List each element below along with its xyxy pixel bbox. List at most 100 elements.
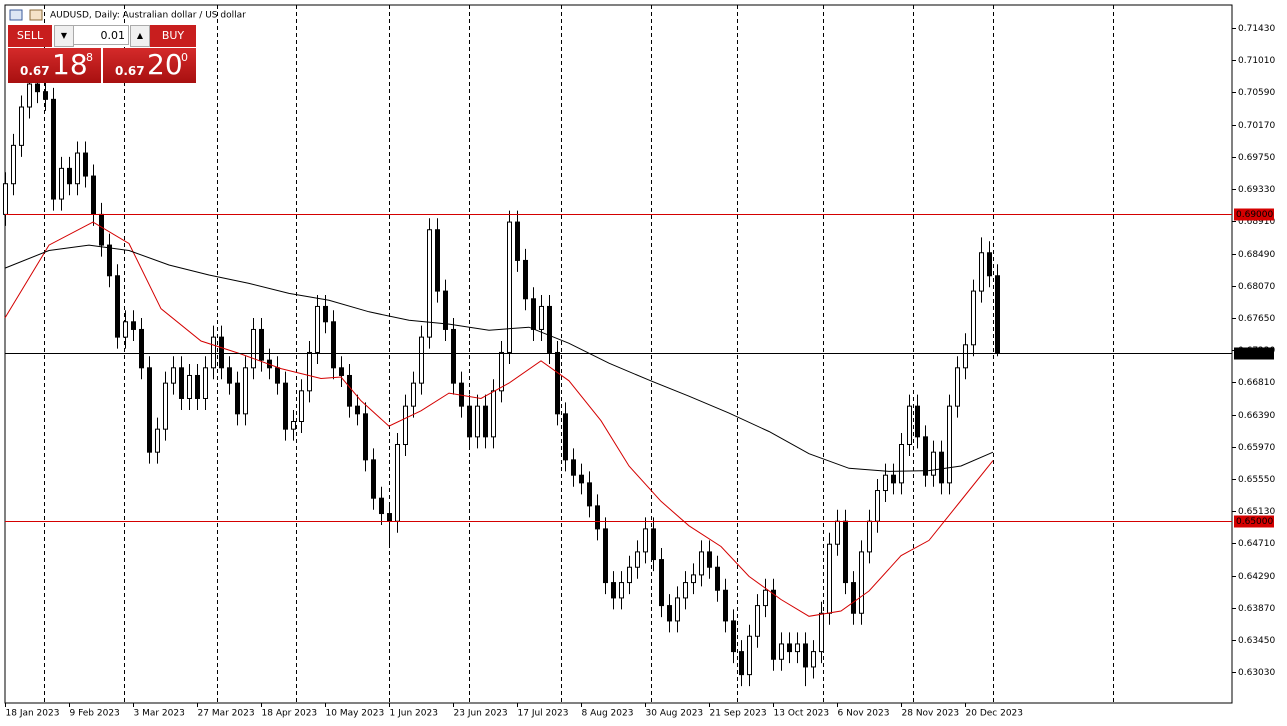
candle-body	[275, 367, 280, 384]
moving-average	[4, 244, 994, 472]
x-tick-label: 27 Mar 2023	[198, 709, 255, 719]
candle-body	[611, 582, 616, 599]
x-tick-label: 17 Jul 2023	[518, 709, 569, 719]
bid-pips: 18	[52, 48, 88, 81]
candle-body	[59, 167, 64, 200]
candle-body	[219, 336, 224, 369]
candle-body	[971, 290, 976, 346]
bid-box[interactable]: 0.67 18 8	[8, 48, 101, 83]
candle-body	[755, 605, 760, 637]
candle-body	[3, 183, 8, 215]
candle-body	[819, 612, 824, 653]
candle-body	[523, 259, 528, 300]
candle-body	[715, 566, 720, 591]
candle-body	[547, 305, 552, 353]
y-tick-label: 0.68070	[1238, 282, 1275, 292]
candle-body	[451, 328, 456, 384]
y-tick-label: 0.70590	[1238, 88, 1275, 98]
candle-body	[75, 152, 80, 185]
price-box	[1234, 347, 1274, 360]
y-tick-label: 0.63870	[1238, 604, 1275, 614]
candle-body	[259, 328, 264, 361]
lot-input[interactable]: 0.01	[73, 25, 129, 45]
x-tick-label: 18 Apr 2023	[262, 709, 318, 719]
x-tick-label: 28 Nov 2023	[902, 709, 960, 719]
x-tick-label: 3 Mar 2023	[134, 709, 185, 719]
candle-body	[419, 336, 424, 384]
moving-average	[4, 221, 994, 617]
candle-body	[995, 275, 1000, 354]
candle-body	[91, 175, 96, 215]
candle-body	[339, 367, 344, 376]
candle-body	[235, 382, 240, 415]
y-tick-label: 0.68490	[1238, 250, 1275, 260]
ask-pips: 20	[147, 48, 183, 81]
y-tick-label: 0.67650	[1238, 314, 1275, 324]
y-tick-label: 0.66810	[1238, 378, 1275, 388]
candle-body	[747, 635, 752, 676]
candle-body	[875, 490, 880, 522]
candle-body	[723, 589, 728, 622]
candle-body	[283, 382, 288, 430]
x-tick-label: 13 Oct 2023	[774, 709, 830, 719]
candle-body	[467, 405, 472, 438]
ask-box[interactable]: 0.67 20 0	[103, 48, 196, 83]
bid-point: 8	[86, 51, 93, 64]
candle-body	[11, 144, 16, 185]
candle-body	[243, 367, 248, 415]
candle-body	[795, 643, 800, 653]
candle-body	[595, 505, 600, 530]
candle-body	[891, 474, 896, 484]
candle-body	[843, 520, 848, 584]
candle-body	[43, 91, 48, 100]
candle-body	[619, 582, 624, 599]
candle-body	[435, 229, 440, 292]
candle-body	[803, 643, 808, 668]
x-tick-label: 20 Dec 2023	[966, 709, 1024, 719]
y-tick-label: 0.64710	[1238, 539, 1275, 549]
lot-up[interactable]: ▲	[130, 25, 150, 47]
y-tick-label: 0.68910	[1238, 217, 1275, 227]
candle-body	[475, 405, 480, 438]
price-box	[1234, 515, 1274, 528]
candle-body	[731, 620, 736, 653]
candle-body	[515, 221, 520, 261]
candle-body	[571, 459, 576, 476]
y-tick-label: 0.66390	[1238, 411, 1275, 421]
candle-body	[307, 351, 312, 392]
candle-body	[179, 367, 184, 399]
y-tick-label: 0.69750	[1238, 153, 1275, 163]
price-box-label: 0.67188	[1236, 349, 1273, 359]
candle-body	[251, 328, 256, 369]
candle-body	[691, 574, 696, 584]
candle-body	[315, 305, 320, 353]
candle-body	[491, 390, 496, 438]
candle-body	[659, 559, 664, 607]
candle-body	[187, 374, 192, 399]
candle-body	[107, 244, 112, 277]
candle-body	[227, 367, 232, 384]
sell-button[interactable]: SELL	[8, 25, 52, 47]
candle-body	[507, 221, 512, 353]
lot-down[interactable]: ▼	[54, 25, 74, 47]
candle-body	[211, 336, 216, 369]
candle-body	[123, 321, 128, 338]
bid-big: 0.67	[20, 64, 50, 78]
candle-body	[379, 497, 384, 515]
candle-body	[27, 83, 32, 108]
x-tick-label: 6 Nov 2023	[838, 709, 890, 719]
candle-body	[947, 405, 952, 484]
candle-body	[403, 405, 408, 446]
candle-body	[931, 451, 936, 476]
candle-body	[299, 390, 304, 422]
candle-body	[131, 321, 136, 330]
candle-body	[907, 405, 912, 446]
chart-title: AUDUSD, Daily: Australian dollar / US do…	[50, 11, 246, 21]
candle-body	[563, 413, 568, 461]
buy-button[interactable]: BUY	[150, 25, 196, 47]
candle-body	[579, 474, 584, 484]
candle-body	[363, 413, 368, 461]
candle-body	[147, 367, 152, 453]
candle-body	[763, 589, 768, 607]
